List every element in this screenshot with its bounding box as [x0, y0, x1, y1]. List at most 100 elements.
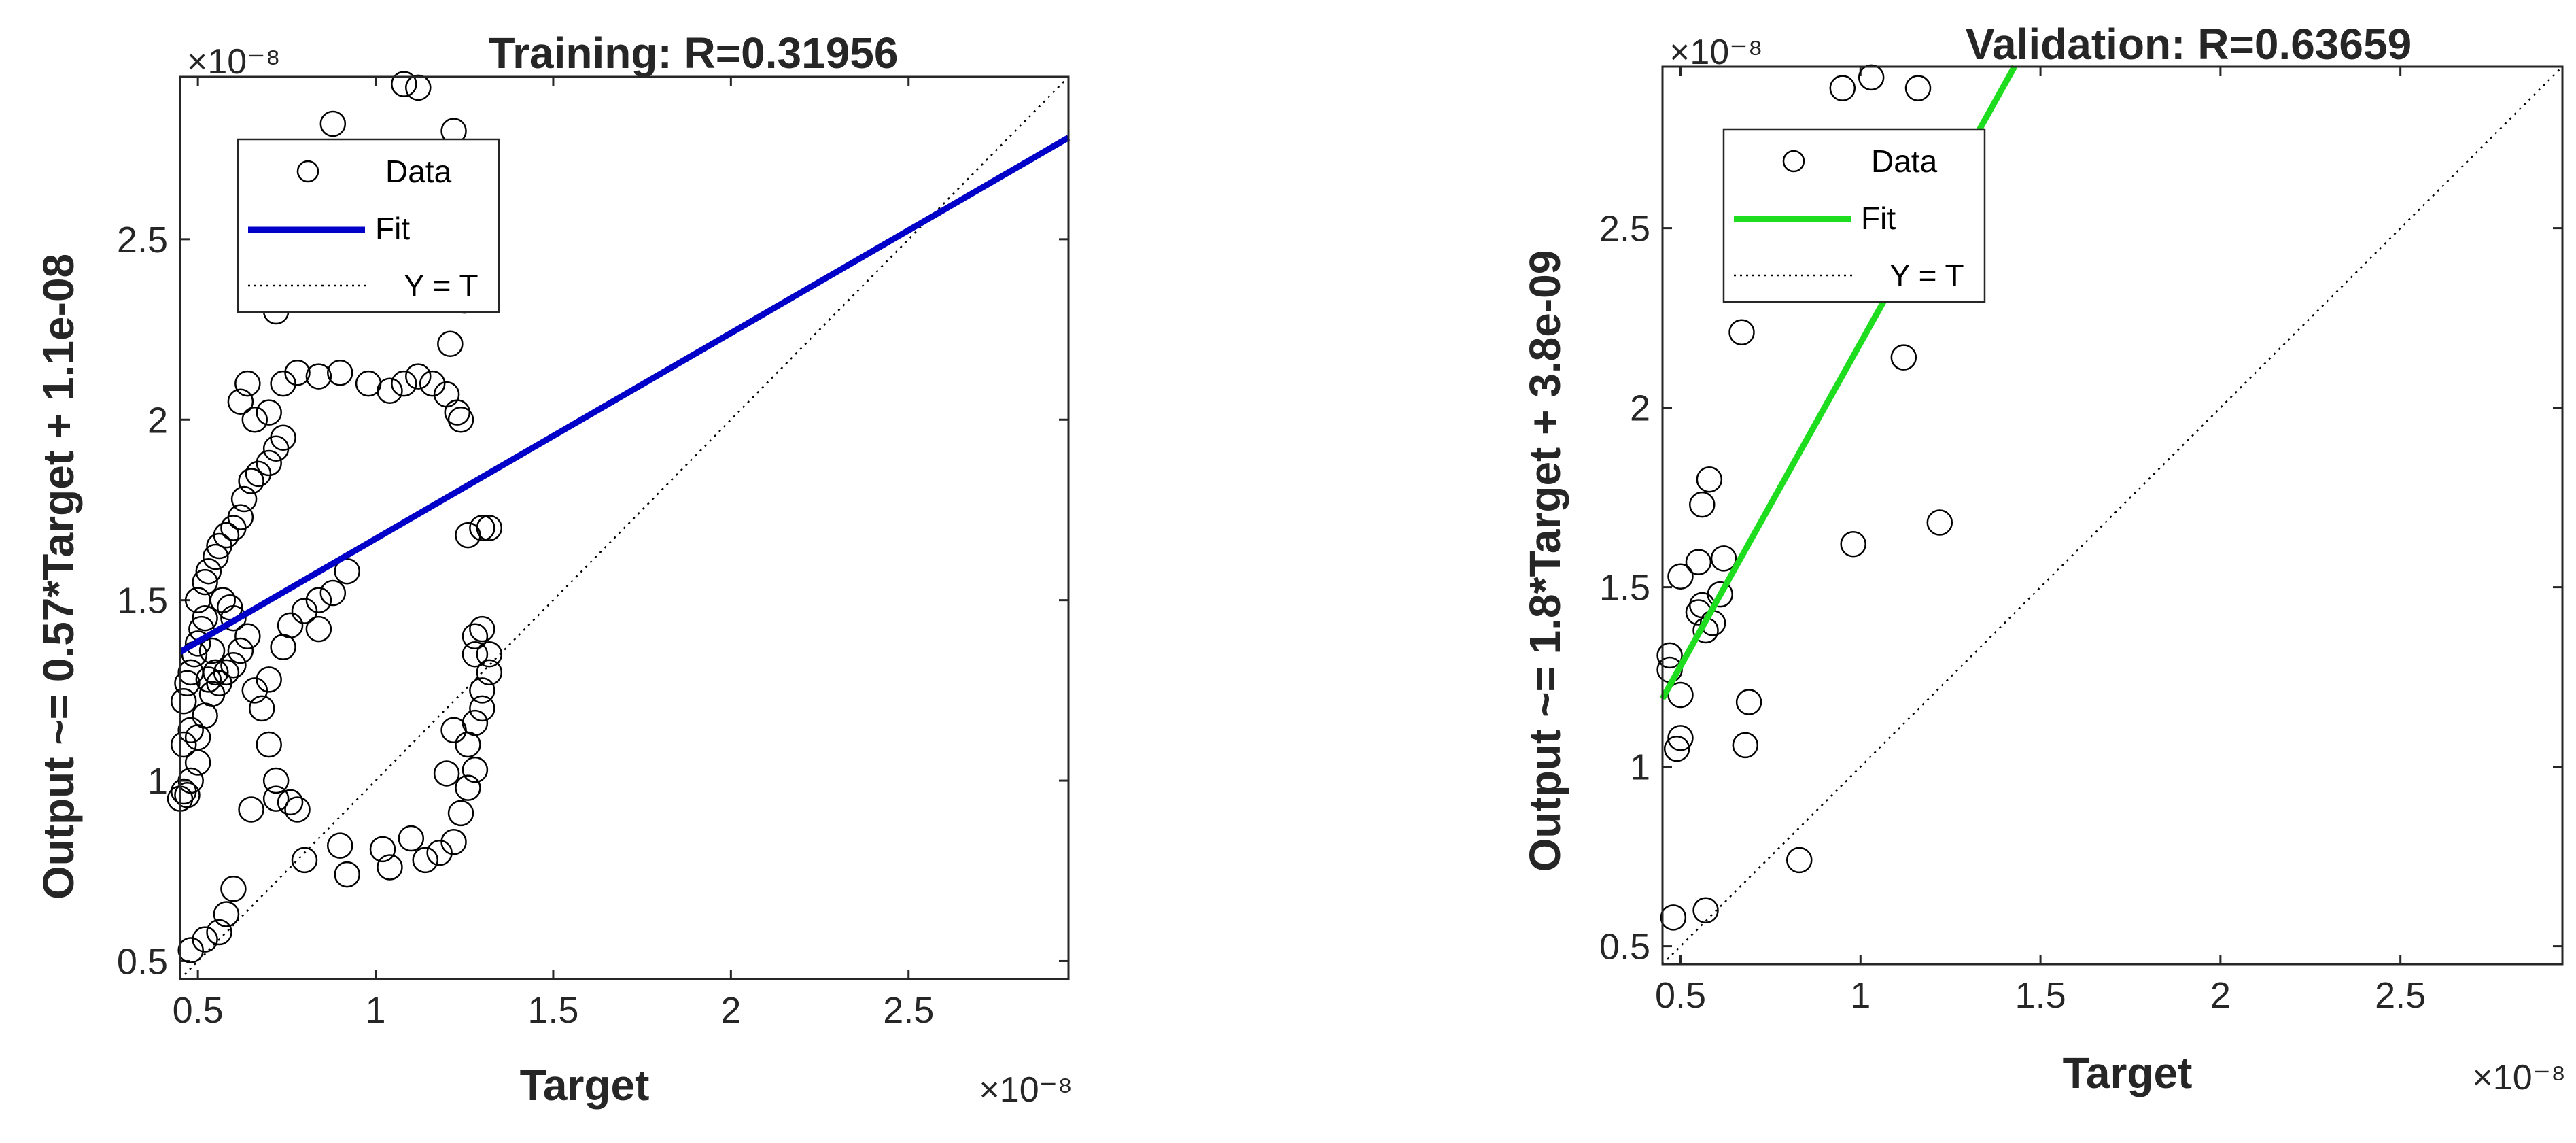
training-plot: Training: R=0.31956 ×10⁻⁸ Output ~= 0.57… — [34, 29, 1073, 1110]
training-data-point — [213, 659, 240, 686]
training-legend-identity-label: Y = T — [404, 268, 478, 303]
training-data-point — [277, 612, 304, 639]
training-data-point — [476, 515, 503, 541]
training-data-point — [440, 829, 467, 855]
training-x-tick-label: 2.5 — [883, 990, 934, 1031]
training-data-point — [234, 370, 261, 397]
validation-y-tick-label: 1.5 — [1599, 568, 1650, 609]
training-data-point — [462, 623, 489, 649]
training-y-tick-label: 1 — [147, 761, 168, 802]
validation-data-point — [1735, 689, 1762, 715]
training-data-point — [437, 330, 464, 358]
training-data-point — [469, 695, 495, 722]
validation-y-exponent: ×10⁻⁸ — [1669, 33, 1763, 72]
training-data-point — [170, 688, 197, 715]
training-legend: Data Fit Y = T — [237, 138, 500, 313]
training-data-point — [227, 637, 254, 664]
training-data-point — [230, 485, 258, 513]
training-data-point — [220, 651, 247, 679]
training-data-point — [462, 641, 489, 668]
training-x-exponent: ×10⁻⁸ — [979, 1070, 1073, 1110]
training-data-point — [227, 388, 254, 415]
validation-y-tick-label: 2 — [1630, 388, 1650, 429]
training-data-point — [405, 363, 432, 390]
training-data-point — [377, 377, 403, 405]
training-axis-ticks: 0.5 1 1.5 2 2.5 0.5 1 1.5 2 2.5 — [117, 77, 1068, 1031]
training-data-point — [270, 424, 296, 451]
training-data-point — [195, 558, 222, 585]
validation-x-tick-label: 2.5 — [2375, 975, 2426, 1016]
training-data-point — [256, 666, 282, 693]
training-data-point — [455, 774, 481, 801]
validation-data-point — [1728, 319, 1755, 345]
training-data-point — [177, 717, 204, 743]
training-identity-path — [179, 76, 1069, 980]
training-data-point — [305, 615, 332, 643]
validation-plot: Validation: R=0.63659 ×10⁻⁸ Output ~= 1.… — [1520, 20, 2566, 1097]
training-x-axis-label: Target — [520, 1061, 650, 1110]
validation-legend: Data Fit Y = T — [1722, 128, 1986, 303]
training-data-point — [305, 363, 332, 390]
training-data-point — [291, 847, 318, 874]
training-data-point — [234, 623, 261, 649]
training-data-point — [184, 630, 211, 657]
validation-data-point — [1667, 563, 1694, 590]
validation-identity-line — [1662, 66, 2563, 965]
training-data-point — [206, 919, 232, 946]
validation-data-point — [1829, 75, 1856, 101]
validation-data-point — [1926, 509, 1953, 536]
training-data-point — [469, 615, 495, 643]
validation-data-point — [1667, 725, 1694, 751]
training-x-tick-label: 1 — [366, 990, 386, 1031]
validation-x-exponent: ×10⁻⁸ — [2472, 1058, 2566, 1097]
training-data-point — [476, 659, 503, 686]
training-data-point — [462, 709, 489, 736]
training-data-point — [170, 731, 197, 758]
training-data-point — [192, 568, 218, 596]
training-data-point — [412, 847, 438, 874]
validation-axis-ticks: 0.5 1 1.5 2 2.5 0.5 1 1.5 2 2.5 — [1599, 67, 2562, 1016]
validation-data-point — [1707, 581, 1733, 608]
training-y-tick-label: 2.5 — [117, 220, 168, 260]
training-data-point — [476, 641, 503, 668]
validation-identity-path — [1662, 66, 2563, 965]
validation-y-tick-label: 1 — [1630, 747, 1650, 788]
training-data-point — [248, 695, 275, 722]
training-data-point — [241, 407, 268, 433]
training-legend-data-marker — [296, 160, 319, 183]
validation-legend-fit-label: Fit — [1861, 201, 1896, 236]
training-y-axis-label: Output ~= 0.57*Target + 1.1e-08 — [34, 254, 83, 900]
training-y-tick-label: 1.5 — [117, 581, 168, 621]
training-data-point — [262, 785, 290, 812]
validation-legend-identity-label: Y = T — [1890, 258, 1964, 293]
training-data-point — [198, 637, 226, 664]
training-fit-line — [178, 135, 1071, 655]
training-data-point — [256, 731, 282, 758]
training-data-point — [256, 399, 282, 426]
training-data-point — [391, 71, 417, 97]
training-axes-frame — [179, 75, 1070, 980]
training-data-point — [398, 825, 425, 852]
training-data-point — [192, 604, 218, 632]
validation-legend-box — [1722, 128, 1986, 303]
training-data-point — [334, 861, 360, 888]
validation-x-tick-label: 0.5 — [1655, 975, 1706, 1016]
training-data-point — [238, 468, 264, 494]
validation-y-tick-label: 2.5 — [1599, 209, 1650, 250]
validation-title: Validation: R=0.63659 — [1966, 20, 2412, 69]
validation-data-point — [1904, 75, 1932, 101]
training-legend-data-label: Data — [385, 154, 452, 189]
training-data-point — [213, 901, 240, 927]
training-data-point — [177, 767, 204, 794]
validation-legend-data-marker — [1782, 150, 1805, 173]
training-data-point — [238, 796, 264, 823]
training-x-tick-label: 2 — [720, 990, 741, 1031]
validation-axes-frame — [1661, 65, 2564, 966]
training-data-point — [469, 677, 495, 704]
training-data-point — [327, 360, 353, 386]
training-data-point — [174, 782, 201, 808]
training-data-point — [262, 767, 290, 794]
training-data-point — [209, 587, 236, 613]
training-data-point — [203, 543, 229, 570]
